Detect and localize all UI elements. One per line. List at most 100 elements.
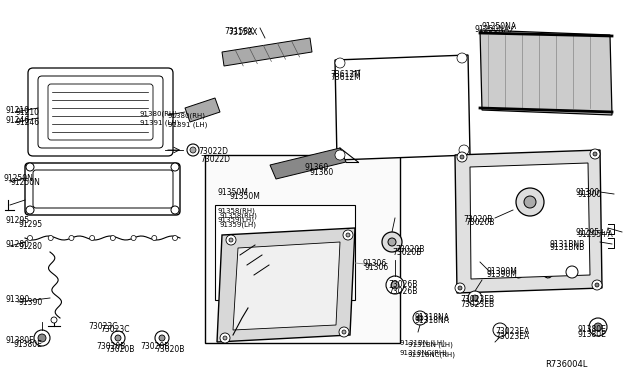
Circle shape [28,235,33,241]
Circle shape [111,331,125,345]
Polygon shape [270,148,346,179]
Text: 91300: 91300 [578,190,602,199]
Circle shape [346,233,350,237]
Text: 73026B: 73026B [388,280,417,289]
Circle shape [26,163,34,171]
Text: 73023EB: 73023EB [460,295,494,304]
Polygon shape [480,30,612,115]
Text: 91295: 91295 [18,220,42,229]
Text: 91359(LH): 91359(LH) [220,221,257,228]
Text: 91380(RH): 91380(RH) [140,110,178,116]
Polygon shape [185,98,220,122]
Text: 91318NA: 91318NA [415,316,450,325]
Text: 73020B: 73020B [105,345,134,354]
Text: 73022D: 73022D [200,155,230,164]
Circle shape [566,266,578,278]
Text: 91360: 91360 [310,168,334,177]
Text: 73020B: 73020B [140,342,170,351]
Circle shape [455,283,465,293]
Text: 91280: 91280 [18,242,42,251]
Text: 91318NC(RH): 91318NC(RH) [400,349,448,356]
Circle shape [457,152,467,162]
Text: 73020B: 73020B [465,218,494,227]
FancyBboxPatch shape [25,163,180,215]
Circle shape [413,311,427,325]
Circle shape [159,335,165,341]
Text: R736004L: R736004L [545,360,588,369]
Text: 73023C: 73023C [88,322,118,331]
Circle shape [171,206,179,214]
Text: 91380E: 91380E [578,330,607,339]
Text: 73612M: 73612M [330,70,361,79]
Circle shape [26,206,34,214]
Circle shape [343,230,353,240]
Text: 91280: 91280 [5,240,29,249]
FancyBboxPatch shape [48,84,153,140]
Text: 91246: 91246 [5,116,29,125]
Circle shape [171,163,179,171]
Circle shape [472,295,478,301]
FancyBboxPatch shape [38,76,163,148]
Text: 91295: 91295 [5,216,29,225]
Circle shape [220,333,230,343]
Text: 91380E: 91380E [578,325,607,334]
Text: 9131BNB: 9131BNB [550,240,585,249]
Circle shape [69,235,74,241]
Polygon shape [470,163,590,279]
Circle shape [458,286,462,290]
Circle shape [516,188,544,216]
Text: 91380E: 91380E [5,336,34,345]
Text: 91390M: 91390M [487,267,518,276]
Text: 73026B: 73026B [388,287,417,296]
Polygon shape [335,55,470,160]
Circle shape [388,238,396,246]
FancyBboxPatch shape [33,170,173,208]
Circle shape [335,58,345,68]
Text: 91359(LH): 91359(LH) [218,216,255,222]
Text: 91350M: 91350M [230,192,261,201]
Text: 91250N: 91250N [10,178,40,187]
Circle shape [339,327,349,337]
Text: 91306: 91306 [363,259,387,268]
Text: 91358(RH): 91358(RH) [218,207,256,214]
Text: 91246: 91246 [15,118,39,127]
Circle shape [386,276,404,294]
Circle shape [110,235,115,241]
Circle shape [589,318,607,336]
Bar [205,155,400,343]
Text: 91300: 91300 [576,188,600,197]
Text: 91391 (LH): 91391 (LH) [140,119,179,125]
Text: 73023C: 73023C [100,325,129,334]
Circle shape [335,150,345,160]
Circle shape [226,235,236,245]
Text: 73020B: 73020B [155,345,184,354]
Text: 91250NA: 91250NA [482,22,517,31]
Text: 9131BN (LH): 9131BN (LH) [400,339,445,346]
Text: 91210: 91210 [5,106,29,115]
Text: 91318NC(RH): 91318NC(RH) [408,352,456,359]
Text: 73022D: 73022D [198,147,228,156]
Circle shape [391,281,399,289]
Circle shape [594,323,602,331]
Text: 73023EA: 73023EA [495,332,529,341]
Text: 91306: 91306 [365,263,389,272]
Circle shape [34,330,50,346]
Text: 9131BN (LH): 9131BN (LH) [408,342,453,349]
Text: 91390: 91390 [5,295,29,304]
Circle shape [590,149,600,159]
Text: 91390M: 91390M [487,270,518,279]
Circle shape [417,315,423,321]
Text: 91380E: 91380E [13,340,42,349]
Polygon shape [233,242,340,330]
Text: 73158X: 73158X [228,28,257,37]
Circle shape [38,334,46,342]
Text: 73020B: 73020B [392,248,421,257]
FancyBboxPatch shape [28,68,173,156]
Circle shape [524,196,536,208]
Text: 73020B: 73020B [395,245,424,254]
Circle shape [115,335,121,341]
Circle shape [457,53,467,63]
Polygon shape [455,150,602,293]
Polygon shape [217,228,355,342]
Circle shape [155,331,169,345]
